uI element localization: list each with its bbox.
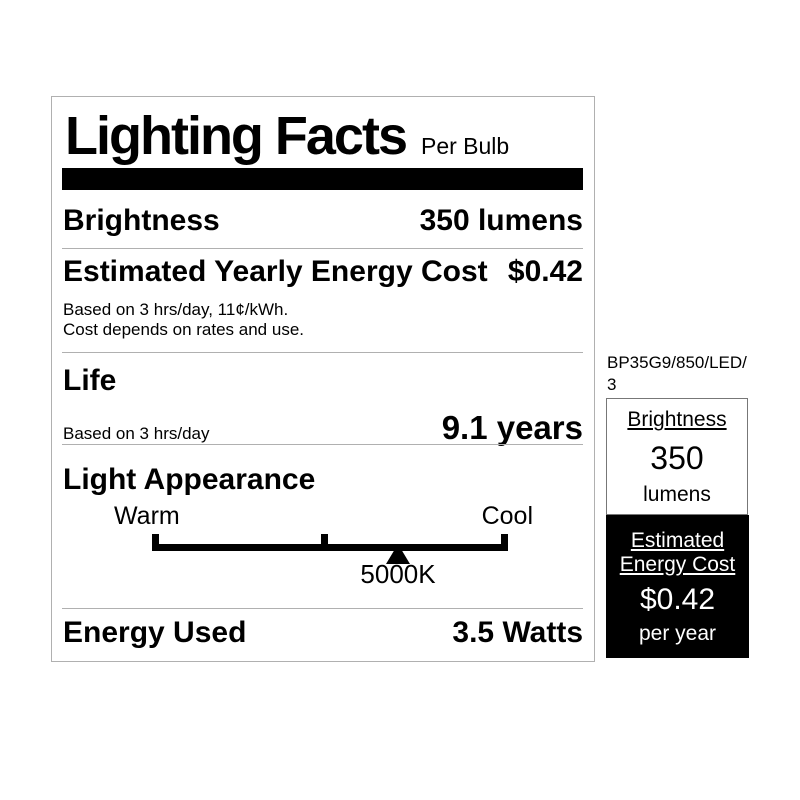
energy-cost-value: $0.42 (507, 255, 583, 288)
kelvin-value: 5000K (360, 559, 436, 589)
energy-summary-heading-line2: Energy Cost (619, 553, 736, 577)
warm-cool-row: Warm Cool (114, 504, 533, 529)
energy-summary-unit: per year (638, 622, 717, 646)
warm-label: Warm (114, 502, 180, 530)
life-label: Life (63, 364, 117, 397)
lighting-facts-label: Lighting Facts Per Bulb Brightness 350 l… (51, 96, 595, 662)
energy-summary-heading: Estimated Energy Cost (620, 529, 736, 577)
energy-summary-value: $0.42 (639, 583, 716, 617)
scale-tick-left (152, 534, 159, 551)
brightness-summary-unit: lumens (643, 482, 711, 506)
model-number: BP35G9/850/LED/3 (607, 353, 747, 394)
scale-tick-middle (321, 534, 328, 551)
life-note: Based on 3 hrs/day (63, 424, 210, 443)
scale-bar (152, 544, 508, 551)
brightness-summary-box: Brightness 350 lumens (606, 398, 748, 515)
title-rule-bar (62, 168, 583, 190)
label-subtitle: Per Bulb (420, 133, 510, 159)
brightness-value: 350 lumens (419, 204, 583, 237)
brightness-summary-value: 350 (650, 440, 704, 477)
divider (62, 444, 583, 445)
brightness-label: Brightness (63, 204, 220, 237)
label-title: Lighting Facts (65, 106, 408, 166)
divider (62, 352, 583, 353)
divider (62, 608, 583, 609)
energy-cost-row: Estimated Yearly Energy Cost $0.42 (63, 255, 583, 288)
energy-cost-label: Estimated Yearly Energy Cost (63, 255, 488, 288)
energy-summary-heading-line1: Estimated (630, 528, 725, 552)
energy-cost-note-line1: Based on 3 hrs/day, 11¢/kWh. (63, 300, 289, 319)
cool-label: Cool (481, 502, 533, 530)
energy-used-value: 3.5 Watts (452, 616, 583, 649)
life-row: Based on 3 hrs/day 9.1 years (63, 411, 583, 444)
scale-tick-right (501, 534, 508, 551)
label-header: Lighting Facts Per Bulb (65, 109, 583, 163)
brightness-summary-heading: Brightness (627, 408, 727, 432)
color-temperature-scale (152, 534, 508, 564)
energy-cost-note: Based on 3 hrs/day, 11¢/kWh. Cost depend… (63, 300, 304, 340)
divider (62, 248, 583, 249)
life-value: 9.1 years (441, 409, 583, 446)
energy-cost-note-line2: Cost depends on rates and use. (63, 320, 304, 339)
energy-used-row: Energy Used 3.5 Watts (63, 616, 583, 649)
energy-used-label: Energy Used (63, 616, 247, 649)
temperature-marker-triangle-icon (386, 544, 410, 564)
brightness-row: Brightness 350 lumens (63, 204, 583, 237)
light-appearance-label: Light Appearance (63, 463, 316, 496)
energy-cost-summary-box: Estimated Energy Cost $0.42 per year (606, 515, 749, 658)
